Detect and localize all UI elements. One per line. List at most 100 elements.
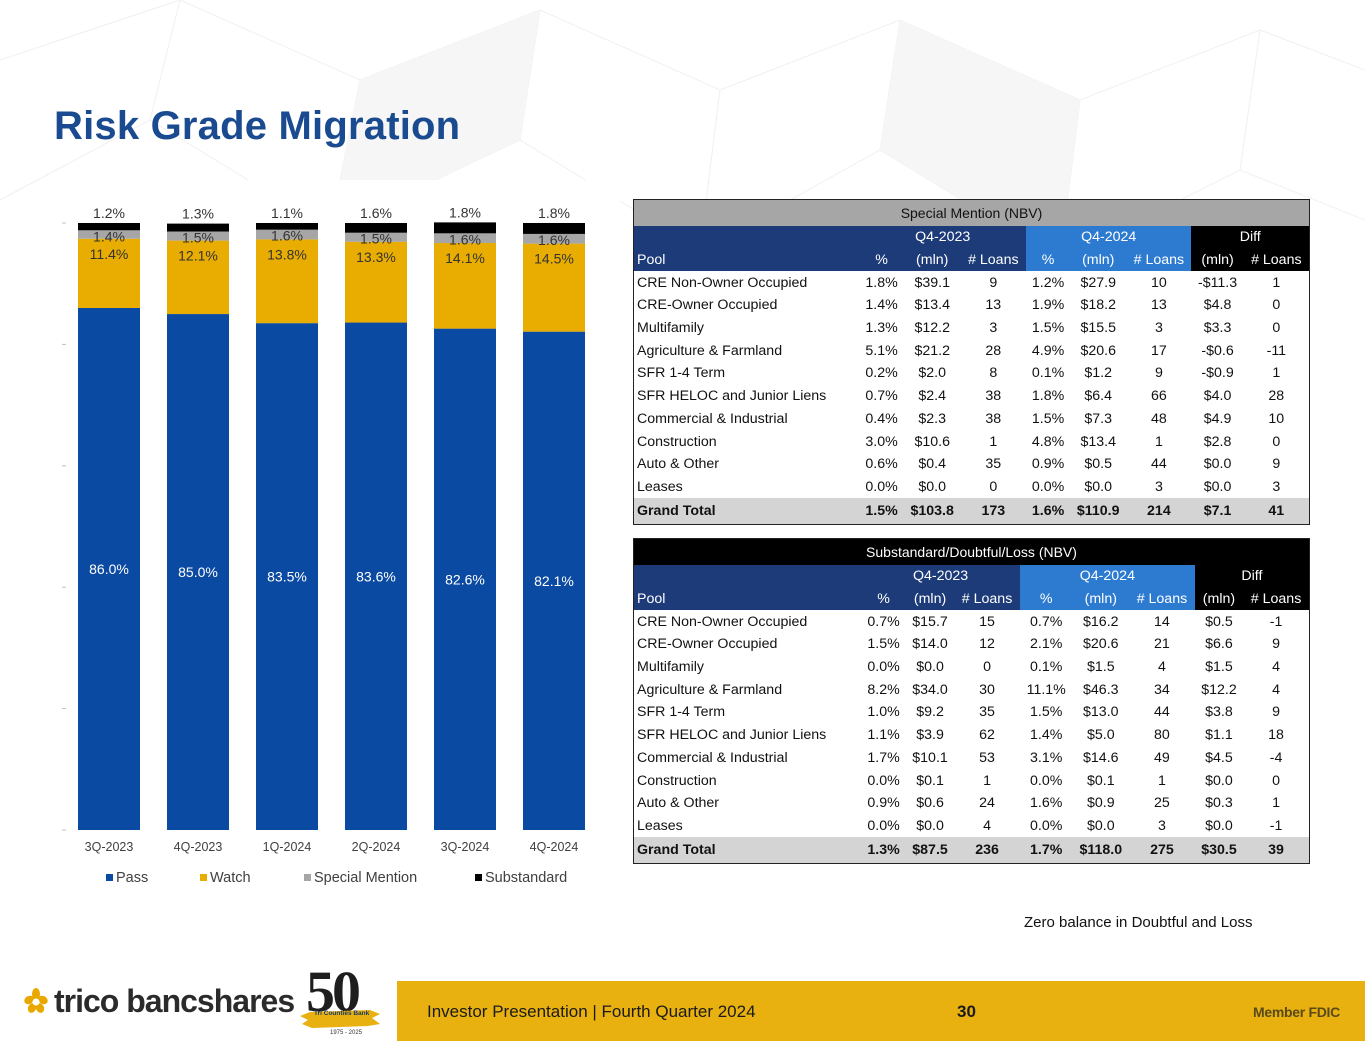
value-cell: $0.0 [1203,456,1232,473]
bar-segment-pass [256,323,318,830]
column-header: % [861,587,906,611]
bar-segment-substandard [78,223,140,231]
value-cell: 0.9% [867,795,900,812]
header-diff: Diff [1194,565,1310,588]
value-cell: $0.0 [916,659,944,676]
table-total-row: Grand Total 1.5% $103.8 173 1.6% $110.9 214 $7.… [633,498,1310,525]
x-axis-tick-label: 4Q-2023 [174,840,223,854]
column-header: # Loans [954,587,1020,611]
value-cell: 35 [979,704,995,721]
value-cell: $16.2 [1083,613,1119,630]
table-row: Multifamily 0.0% $0.0 0 0.1% $1.5 4 $1.5 4 [634,656,1310,679]
legend-swatch [475,874,482,881]
value-cell: 0.0% [867,659,900,676]
value-cell: 3.1% [1030,749,1063,766]
pool-cell: Construction [637,772,717,789]
data-label: 85.0% [178,564,218,580]
value-cell: $3.9 [916,727,944,744]
footer-bar [397,981,1365,1041]
value-cell: $3.3 [1203,320,1232,337]
value-cell: $46.3 [1083,681,1119,698]
value-cell: $0.4 [918,456,947,473]
legend-label: Special Mention [314,870,417,886]
value-cell: 9 [989,274,998,291]
value-cell: $0.0 [918,478,947,495]
value-cell: 21 [1154,636,1170,653]
x-axis-tick-label: 3Q-2023 [85,840,134,854]
pool-cell: SFR 1-4 Term [637,365,726,382]
value-cell: $0.5 [1084,456,1113,473]
value-cell: 0.0% [865,478,898,495]
table-row: SFR HELOC and Junior Liens 0.7% $2.4 38 1.8%… [634,385,1310,408]
value-cell: $2.3 [918,410,947,427]
pool-cell: Grand Total [633,498,860,525]
legend-swatch [200,874,207,881]
legend-label: Pass [116,870,148,886]
pool-cell: CRE-Owner Occupied [637,636,778,653]
value-cell: 1.6% [1030,795,1063,812]
table-row: Construction 3.0% $10.6 1 4.8% $13.4 1 $2.8 0 [634,430,1310,453]
pool-cell: Commercial & Industrial [637,749,788,766]
value-cell: 4.9% [1031,342,1065,359]
value-cell: 14 [1154,613,1170,630]
header-diff: Diff [1191,226,1310,249]
value-cell: $0.9 [1086,795,1115,812]
value-cell: 0.0% [1031,478,1065,495]
data-label: 1.2% [93,205,125,221]
table-total-row: Grand Total 1.3% $87.5 236 1.7% $118.0 275 $30.… [633,837,1310,864]
value-cell: 1.2% [1031,274,1065,291]
header-period-1: Q4-2023 [859,226,1026,249]
value-cell: 1.7% [1019,837,1073,864]
header-period-2: Q4-2024 [1019,565,1195,588]
value-cell: 1.3% [865,320,898,337]
value-cell: 0 [1272,772,1280,789]
value-cell: $4.5 [1205,749,1233,766]
value-cell: 0 [983,659,991,676]
value-cell: $2.0 [918,365,947,382]
value-cell: $15.7 [912,613,948,630]
value-cell: $1.2 [1084,365,1113,382]
value-cell: 44 [1154,704,1170,721]
value-cell: $0.0 [1205,772,1233,789]
value-cell: 10 [1268,410,1285,427]
value-cell: $18.2 [1080,297,1116,314]
footer-logo-area [0,960,400,1055]
special-mention-table: Special Mention (NBV) Q4-2023 Q4-2024 Di… [633,199,1310,526]
value-cell: 24 [979,795,995,812]
bar-segment-substandard [434,222,496,234]
column-header: # Loans [1243,248,1310,272]
value-cell: 1.8% [865,274,898,291]
value-cell: 0.1% [1030,659,1063,676]
value-cell: 1.5% [867,636,900,653]
value-cell: 38 [985,388,1002,405]
x-axis-tick-label: 4Q-2024 [530,840,579,854]
legend-swatch [304,874,311,881]
pool-cell: Agriculture & Farmland [637,342,783,359]
x-axis-tick-label: 3Q-2024 [441,840,490,854]
column-header: % [1019,587,1073,611]
data-label: 1.4% [93,228,125,244]
value-cell: 30 [979,681,995,698]
value-cell: 4 [983,817,991,834]
value-cell: 41 [1243,498,1310,525]
value-cell: -1 [1269,817,1283,834]
value-cell: 0 [1272,320,1281,337]
data-label: 1.6% [538,232,570,248]
value-cell: 1.7% [867,749,900,766]
value-cell: 0.0% [1030,817,1063,834]
value-cell: $10.6 [914,433,950,450]
value-cell: $15.5 [1080,320,1116,337]
value-cell: $1.5 [1205,659,1233,676]
value-cell: $2.8 [1203,433,1232,450]
bar-segment-watch [167,240,229,315]
value-cell: 35 [985,456,1002,473]
value-cell: $6.4 [1084,388,1113,405]
column-header: Pool [633,248,860,272]
value-cell: 53 [979,749,995,766]
value-cell: $110.9 [1070,498,1127,525]
value-cell: -11 [1266,342,1287,359]
pool-cell: SFR HELOC and Junior Liens [637,388,827,405]
pool-cell: Agriculture & Farmland [637,681,783,698]
value-cell: 1.3% [861,837,906,864]
bar-segment-special-mention [78,230,140,239]
